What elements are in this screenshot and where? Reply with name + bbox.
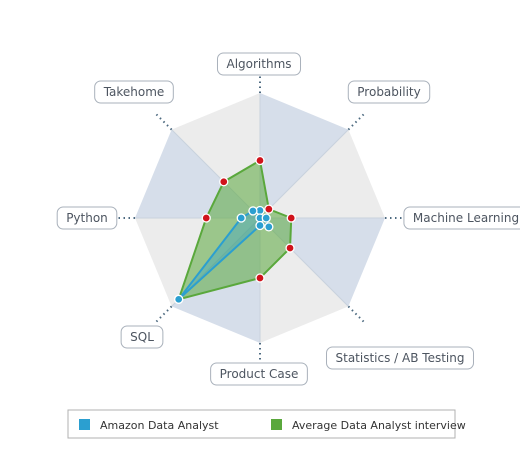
- axis-label-box: [326, 346, 474, 370]
- axis-label-1: Probability: [347, 80, 431, 104]
- amazon-point-4[interactable]: [255, 220, 265, 231]
- radar-spoke-extension: [347, 113, 365, 131]
- legend: Amazon Data Analyst Average Data Analyst…: [67, 409, 466, 439]
- radar-points: [174, 155, 296, 304]
- axis-label-0: Algorithms: [216, 52, 302, 76]
- amazon-point-2[interactable]: [261, 213, 271, 223]
- average-point-6[interactable]: [201, 213, 211, 223]
- axis-label-6: Python: [56, 206, 118, 230]
- axis-label-text: Python: [66, 211, 108, 225]
- average-point-4[interactable]: [255, 273, 265, 283]
- axis-labels: Algorithms Probability Machine Learning Sta…: [56, 52, 520, 386]
- amazon-point-7[interactable]: [248, 206, 258, 216]
- radar-spoke-extension: [347, 305, 365, 323]
- axis-label-text: Probability: [357, 85, 420, 99]
- axis-label-box: [56, 206, 118, 230]
- legend-swatch-average: [271, 419, 282, 430]
- axis-label-text: Product Case: [220, 367, 299, 381]
- axis-label-4: Product Case: [210, 362, 308, 386]
- radar-band: [260, 93, 349, 218]
- legend-box: [67, 409, 456, 439]
- average-point-3[interactable]: [285, 243, 295, 253]
- axis-label-text: Algorithms: [226, 57, 291, 71]
- legend-swatch-amazon: [79, 419, 90, 430]
- radar-spoke: [259, 129, 349, 219]
- axis-label-text: Machine Learning: [413, 211, 519, 225]
- axis-label-text: Statistics / AB Testing: [336, 351, 465, 365]
- axis-label-box: [94, 80, 174, 104]
- legend-label-average: Average Data Analyst interview: [292, 419, 466, 432]
- average-point-1[interactable]: [264, 204, 274, 214]
- legend-label-amazon: Amazon Data Analyst: [100, 419, 219, 432]
- radar-spoke-extension: [155, 113, 173, 131]
- amazon-point-5[interactable]: [174, 294, 184, 304]
- axis-label-box: [120, 325, 164, 349]
- axis-label-box: [210, 362, 308, 386]
- axis-label-box: [216, 52, 302, 76]
- axis-label-5: SQL: [120, 325, 164, 349]
- axis-label-text: Takehome: [103, 85, 165, 99]
- axis-label-7: Takehome: [94, 80, 174, 104]
- axis-label-box: [347, 80, 431, 104]
- axis-label-text: SQL: [130, 330, 154, 344]
- radar-spoke-extension: [155, 305, 173, 323]
- average-point-2[interactable]: [286, 213, 296, 223]
- axis-label-box: [403, 206, 520, 230]
- amazon-point-3[interactable]: [264, 222, 274, 232]
- axis-label-3: Statistics / AB Testing: [326, 346, 474, 370]
- axis-label-2: Machine Learning: [403, 206, 520, 230]
- average-point-7[interactable]: [219, 177, 229, 187]
- radar-band: [260, 129, 385, 218]
- legend-item-amazon[interactable]: Amazon Data Analyst: [79, 419, 219, 432]
- legend-item-average[interactable]: Average Data Analyst interview: [271, 419, 466, 432]
- amazon-point-6[interactable]: [236, 213, 246, 223]
- average-point-0[interactable]: [255, 155, 265, 166]
